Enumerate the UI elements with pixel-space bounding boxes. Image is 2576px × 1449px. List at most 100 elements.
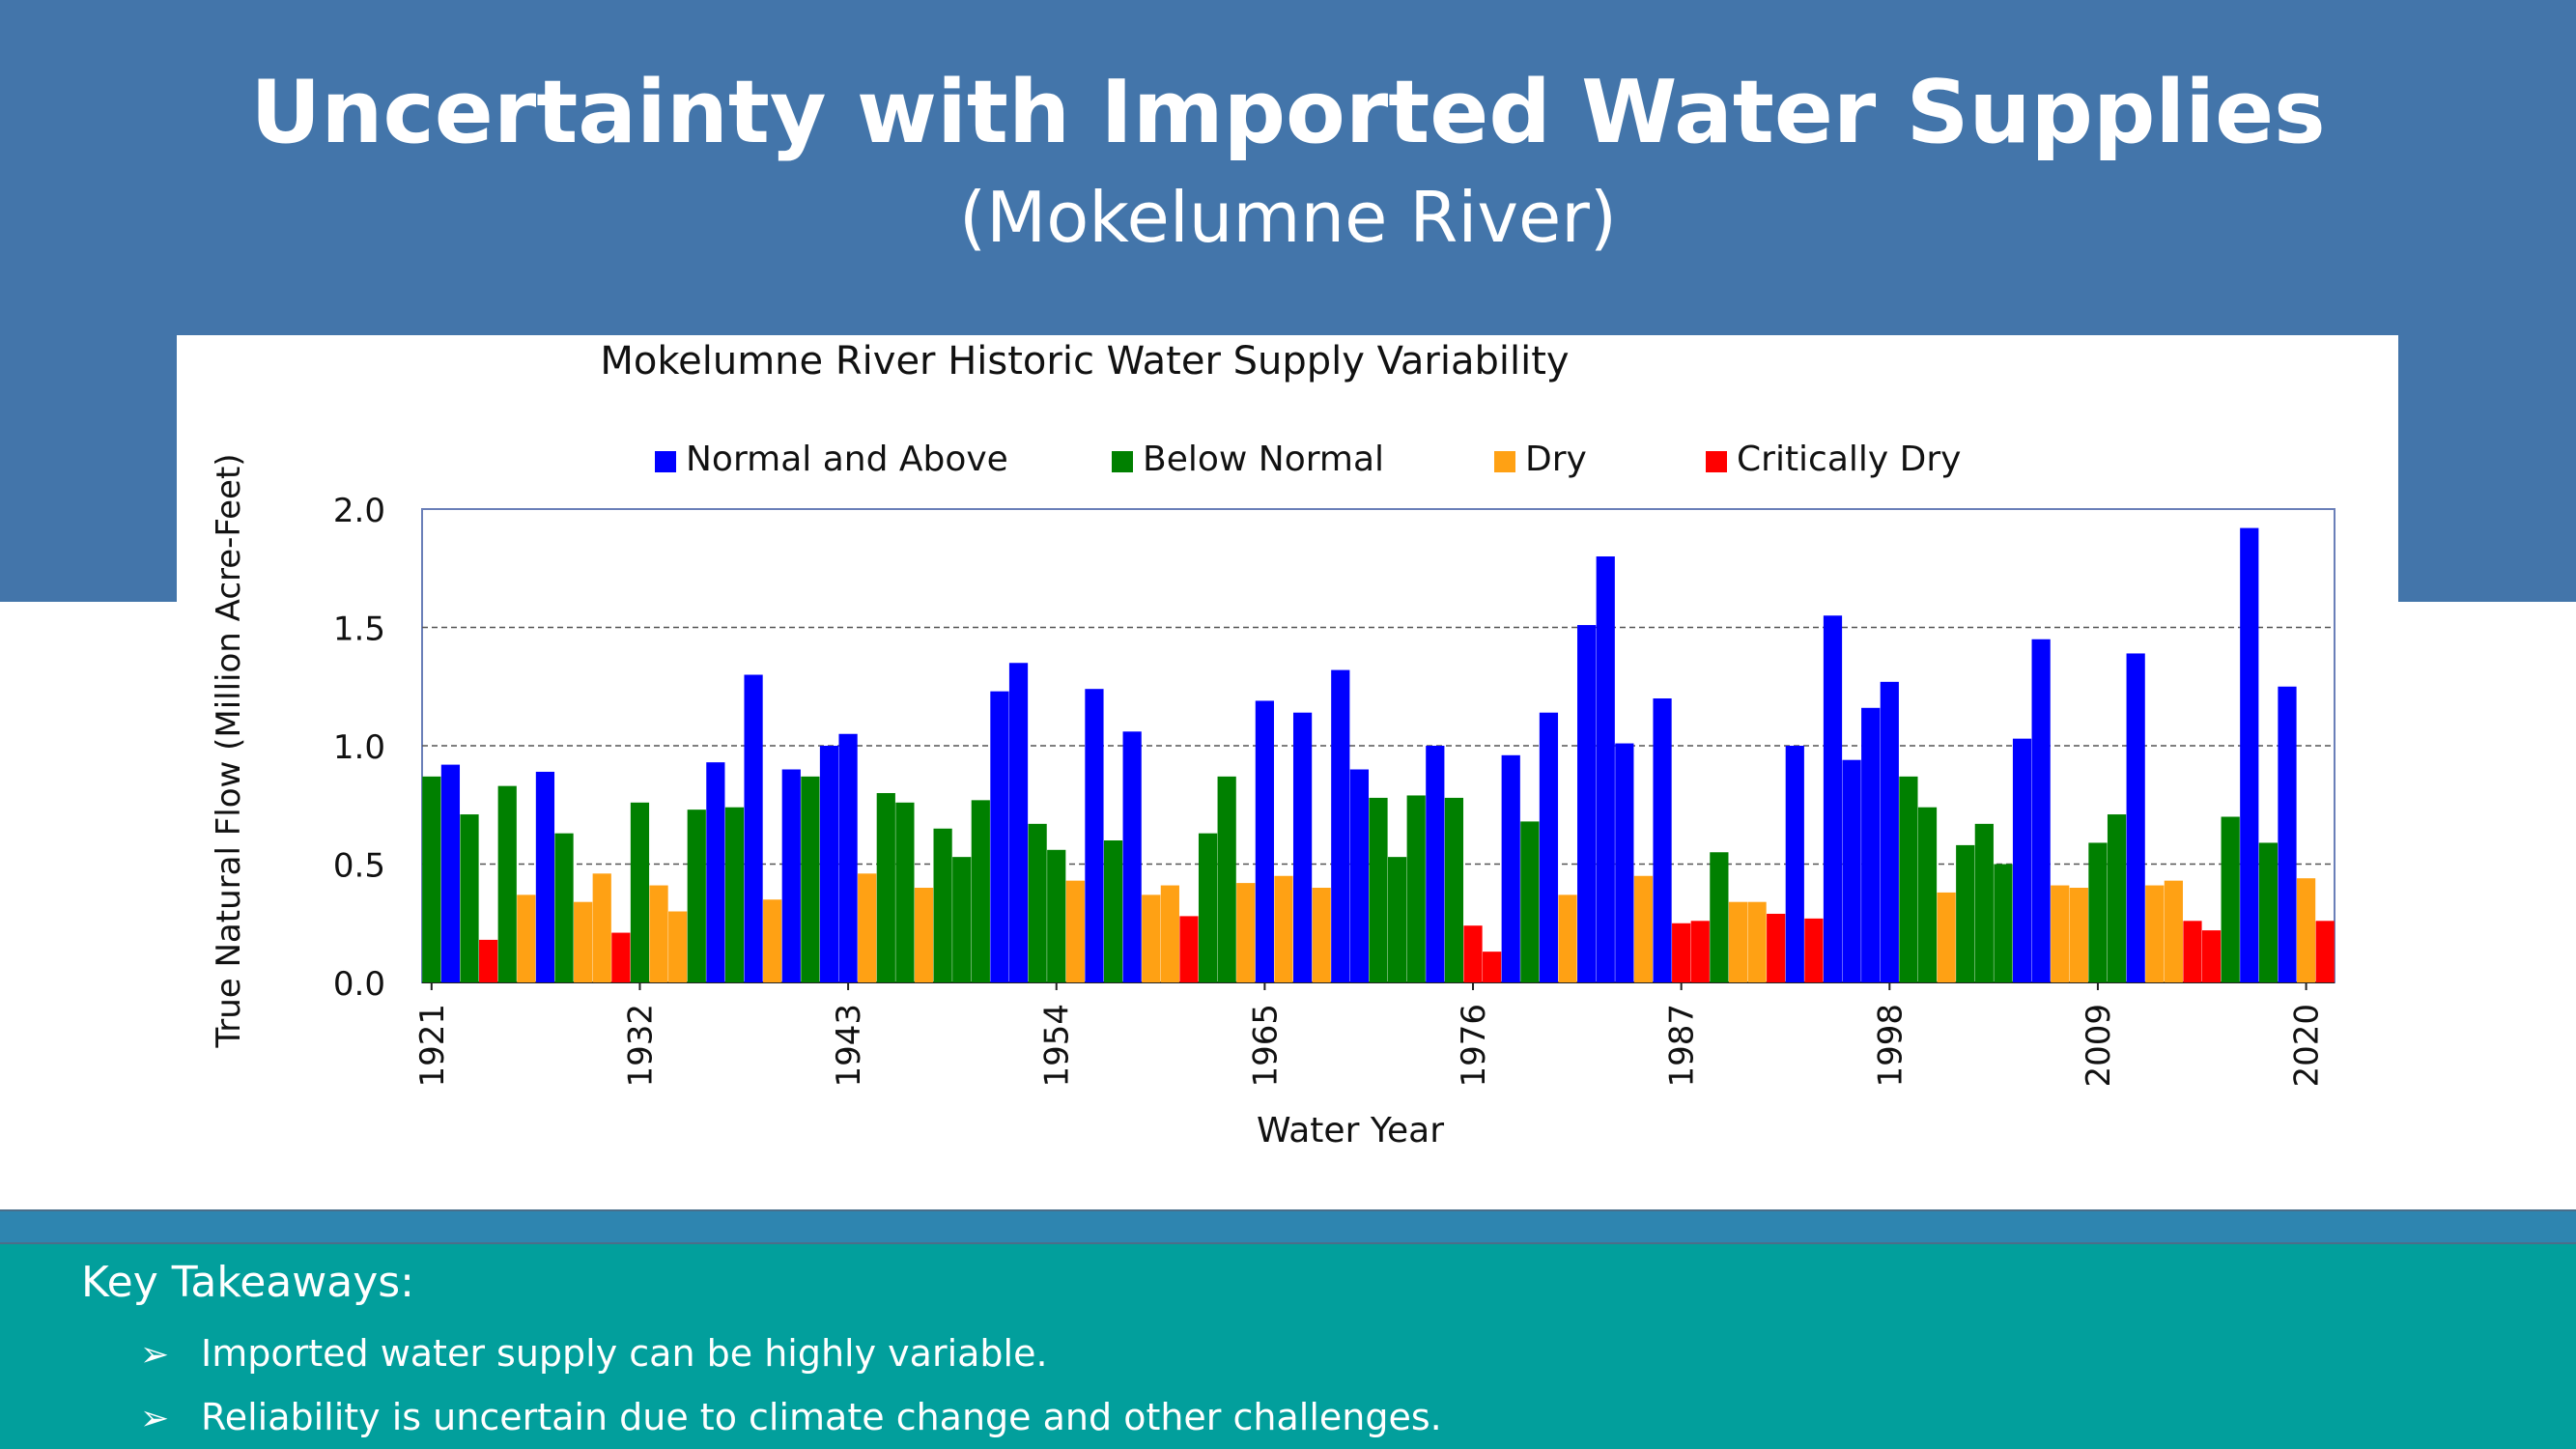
bar (1008, 663, 1029, 982)
legend-label: Below Normal (1143, 440, 1384, 479)
x-tick-label: 1943 (830, 1004, 868, 1088)
bar (1255, 700, 1274, 982)
bar (1747, 901, 1767, 982)
bar (1331, 669, 1350, 982)
x-axis-ticks: 1921 1932 1943 1954 1965 1976 1987 1998 2009 2020 (413, 982, 2327, 1088)
x-tick-label: 1921 (413, 1004, 452, 1088)
bar (1974, 823, 1994, 982)
bar (1217, 776, 1236, 982)
legend-item: Dry (1494, 440, 1587, 479)
x-axis-label: Water Year (1257, 1111, 1444, 1151)
bar (2088, 842, 2108, 982)
x-tick-label: 1954 (1038, 1004, 1077, 1088)
bar (554, 833, 574, 982)
bar (781, 769, 801, 982)
bar (1842, 759, 1861, 982)
takeaway-item: ➢ Reliability is uncertain due to climate… (140, 1393, 1442, 1443)
bar (1558, 895, 1577, 982)
bar (2069, 888, 2088, 982)
x-tick-label: 1976 (1455, 1004, 1493, 1088)
bar (858, 873, 877, 982)
bar (2296, 878, 2316, 982)
bar (1710, 852, 1729, 982)
bar (517, 895, 536, 982)
bar (1880, 681, 1899, 982)
bar (2315, 921, 2335, 982)
bar (1369, 797, 1388, 982)
bar (611, 932, 631, 982)
bar (1142, 895, 1161, 982)
bar (2164, 880, 2183, 982)
bar (2145, 885, 2165, 982)
bar (2051, 885, 2070, 982)
bar (2221, 816, 2240, 982)
bar (990, 691, 1009, 982)
y-tick-label: 2.0 (333, 492, 385, 530)
x-tick-label: 1998 (1871, 1004, 1910, 1088)
bars (422, 527, 2335, 982)
y-axis-ticks: 0.0 0.5 1.0 1.5 2.0 (333, 492, 385, 1004)
bar (1653, 698, 1672, 982)
bar (971, 800, 990, 982)
bar (1085, 689, 1104, 982)
bar (744, 674, 763, 982)
bar (1426, 746, 1445, 982)
key-takeaways-panel: Key Takeaways: ➢ Imported water supply ca… (0, 1244, 2576, 1449)
bar (2240, 527, 2259, 982)
chart-title: Mokelumne River Historic Water Supply Va… (600, 339, 1569, 384)
x-tick-label: 2020 (2288, 1004, 2327, 1088)
divider-band (0, 1209, 2576, 1244)
bar (1047, 849, 1066, 982)
bar (649, 885, 668, 982)
bar (1899, 776, 1918, 982)
takeaway-text: Reliability is uncertain due to climate … (201, 1396, 1442, 1438)
legend-swatch (1494, 451, 1515, 472)
bar (574, 901, 593, 982)
bar (535, 771, 555, 982)
x-tick-label: 1965 (1246, 1004, 1285, 1088)
bar (1520, 821, 1540, 982)
legend-swatch (655, 451, 676, 472)
bar (1672, 923, 1691, 982)
legend-label: Dry (1525, 440, 1587, 479)
legend-label: Normal and Above (686, 440, 1008, 479)
bar (687, 810, 706, 982)
bar (952, 857, 972, 982)
legend-swatch (1112, 451, 1133, 472)
slide-subtitle: (Mokelumne River) (959, 177, 1617, 258)
x-tick-label: 1932 (621, 1004, 660, 1088)
x-tick-label: 2009 (2080, 1004, 2118, 1088)
bar (1937, 892, 1956, 982)
bar (1596, 556, 1615, 982)
bar (819, 746, 839, 982)
bar (1994, 864, 2013, 982)
bar (668, 911, 688, 982)
bar (1349, 769, 1370, 982)
bar (1179, 916, 1199, 982)
bar (763, 899, 782, 982)
bar (1292, 712, 1313, 982)
bar (1956, 844, 1975, 982)
bar (2107, 814, 2127, 982)
y-axis-label: True Natural Flow (Million Acre-Feet) (210, 453, 248, 1048)
arrow-bullet-icon: ➢ (140, 1335, 170, 1375)
takeaways-heading: Key Takeaways: (81, 1258, 414, 1307)
bar (479, 939, 498, 982)
bar (422, 776, 441, 982)
chart: Mokelumne River Historic Water Supply Va… (210, 339, 2335, 1151)
bar (2012, 738, 2032, 982)
bar (1804, 918, 1824, 982)
legend-item: Critically Dry (1706, 440, 1962, 479)
bar (1198, 833, 1218, 982)
y-tick-label: 0.5 (333, 847, 385, 886)
bar (1103, 840, 1123, 982)
bar (1406, 795, 1426, 982)
legend-swatch (1706, 451, 1727, 472)
chart-panel: Mokelumne River Historic Water Supply Va… (177, 335, 2398, 1209)
bar (838, 733, 858, 982)
bar (876, 793, 895, 982)
y-tick-label: 1.5 (333, 611, 385, 649)
bar (592, 873, 611, 982)
bar (724, 807, 745, 982)
bar (1728, 901, 1748, 982)
